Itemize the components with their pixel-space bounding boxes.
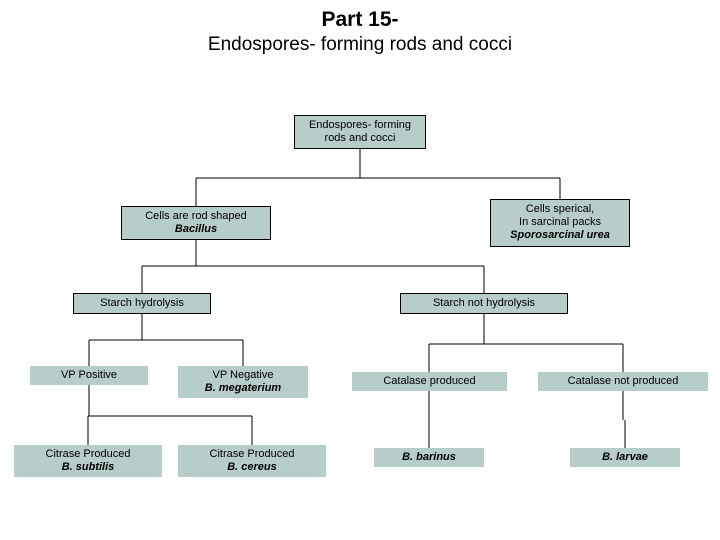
node-vpNeg-line: B. megaterium	[182, 382, 304, 395]
node-rod: Cells are rod shapedBacillus	[121, 206, 271, 240]
node-catP-line: Catalase produced	[356, 375, 503, 388]
node-starchNH-line: Starch not hydrolysis	[405, 297, 563, 310]
node-citSub-line: Citrase Produced	[18, 448, 158, 461]
node-vpPos: VP Positive	[30, 366, 148, 385]
node-larvae-line: B. larvae	[574, 451, 676, 464]
node-rod-line: Bacillus	[126, 223, 266, 236]
node-vpNeg: VP NegativeB. megaterium	[178, 366, 308, 398]
node-root: Endospores- formingrods and cocci	[294, 115, 426, 149]
node-citSub-line: B. subtilis	[18, 461, 158, 474]
node-citCer-line: B. cereus	[182, 461, 322, 474]
node-sperical-line: Cells sperical,	[495, 203, 625, 216]
node-starchNH: Starch not hydrolysis	[400, 293, 568, 314]
node-citCer-line: Citrase Produced	[182, 448, 322, 461]
node-barinus: B. barinus	[374, 448, 484, 467]
node-larvae: B. larvae	[570, 448, 680, 467]
node-citCer: Citrase ProducedB. cereus	[178, 445, 326, 477]
node-catP: Catalase produced	[352, 372, 507, 391]
node-catNP: Catalase not produced	[538, 372, 708, 391]
node-citSub: Citrase ProducedB. subtilis	[14, 445, 162, 477]
node-sperical-line: Sporosarcinal urea	[495, 229, 625, 242]
node-barinus-line: B. barinus	[378, 451, 480, 464]
node-rod-line: Cells are rod shaped	[126, 210, 266, 223]
node-vpPos-line: VP Positive	[34, 369, 144, 382]
node-root-line: Endospores- forming	[299, 119, 421, 132]
node-catNP-line: Catalase not produced	[542, 375, 704, 388]
node-vpNeg-line: VP Negative	[182, 369, 304, 382]
node-starchH-line: Starch hydrolysis	[78, 297, 206, 310]
node-root-line: rods and cocci	[299, 132, 421, 145]
node-starchH: Starch hydrolysis	[73, 293, 211, 314]
node-sperical-line: In sarcinal packs	[495, 216, 625, 229]
node-sperical: Cells sperical,In sarcinal packsSporosar…	[490, 199, 630, 247]
